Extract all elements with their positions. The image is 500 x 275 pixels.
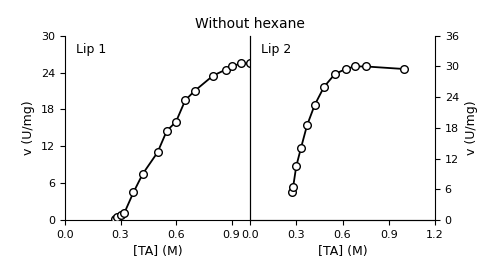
X-axis label: [TA] (M): [TA] (M) bbox=[132, 245, 182, 258]
Text: Lip 2: Lip 2 bbox=[261, 43, 292, 56]
Y-axis label: v (U/mg): v (U/mg) bbox=[464, 101, 477, 155]
Y-axis label: v (U/mg): v (U/mg) bbox=[22, 101, 36, 155]
Text: Without hexane: Without hexane bbox=[195, 16, 305, 31]
X-axis label: [TA] (M): [TA] (M) bbox=[318, 245, 368, 258]
Text: Lip 1: Lip 1 bbox=[76, 43, 106, 56]
